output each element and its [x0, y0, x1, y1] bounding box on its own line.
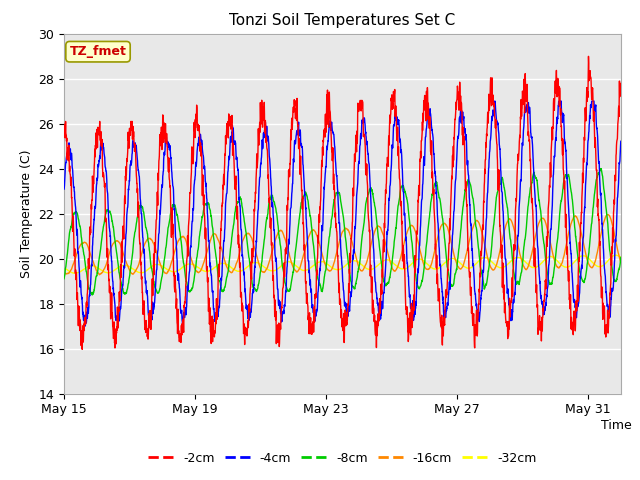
Text: TZ_fmet: TZ_fmet [70, 45, 127, 58]
Legend: -2cm, -4cm, -8cm, -16cm, -32cm: -2cm, -4cm, -8cm, -16cm, -32cm [143, 447, 541, 469]
Title: Tonzi Soil Temperatures Set C: Tonzi Soil Temperatures Set C [229, 13, 456, 28]
Y-axis label: Soil Temperature (C): Soil Temperature (C) [20, 149, 33, 278]
X-axis label: Time: Time [601, 419, 632, 432]
